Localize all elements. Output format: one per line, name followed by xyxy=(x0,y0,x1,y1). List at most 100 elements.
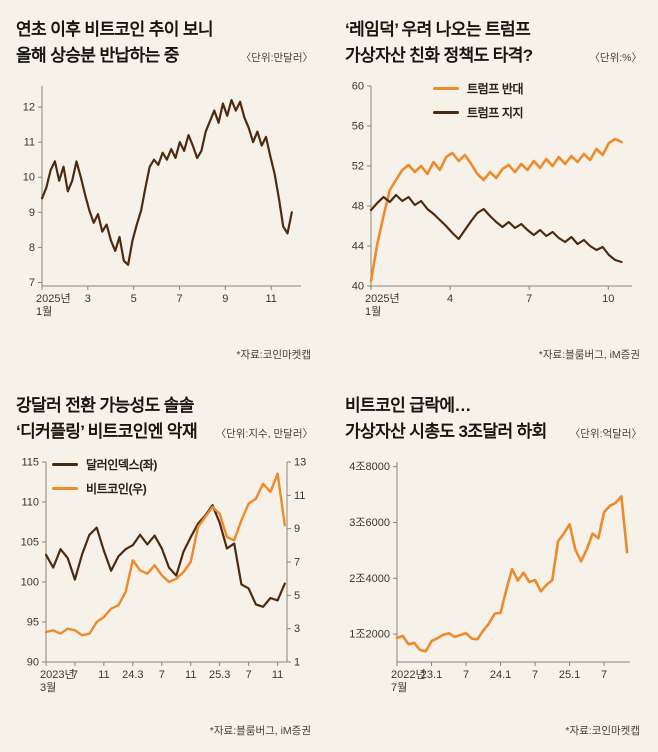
svg-text:11: 11 xyxy=(294,490,305,502)
svg-text:110: 110 xyxy=(21,497,39,509)
title-line-1: ‘레임덕’ 우려 나오는 트럼프 xyxy=(345,20,531,39)
legend-swatch-brown xyxy=(52,462,78,467)
svg-text:11: 11 xyxy=(24,137,35,149)
svg-text:7: 7 xyxy=(463,669,469,681)
title-line-1: 비트코인 급락에… xyxy=(345,396,471,415)
panel-crypto-marketcap: 비트코인 급락에… 가상자산 시총도 3조달러 하회 〈단위:억달러〉 1조20… xyxy=(329,376,658,752)
legend-item-oppose: 트럼프 반대 xyxy=(433,80,524,97)
svg-text:2조4000: 2조4000 xyxy=(349,573,390,585)
svg-text:9: 9 xyxy=(29,207,35,219)
chart-legend: 트럼프 반대 트럼프 지지 xyxy=(433,80,524,121)
panel-trump-approval: ‘레임덕’ 우려 나오는 트럼프 가상자산 친화 정책도 타격? 〈단위:%〉 … xyxy=(329,0,658,376)
svg-text:7: 7 xyxy=(176,293,182,305)
svg-text:24.1: 24.1 xyxy=(490,669,511,681)
svg-text:5: 5 xyxy=(131,293,137,305)
panel-header: 강달러 전환 가능성도 솔솔 ‘디커플링’ 비트코인엔 악재 〈단위:지수, 만… xyxy=(16,392,313,444)
svg-text:56: 56 xyxy=(352,121,364,133)
unit-label: 〈단위:%〉 xyxy=(589,52,642,64)
svg-text:7: 7 xyxy=(526,293,532,305)
svg-text:7: 7 xyxy=(29,277,35,289)
svg-text:11: 11 xyxy=(98,669,109,681)
svg-text:90: 90 xyxy=(27,657,39,669)
title-line-1: 강달러 전환 가능성도 솔솔 xyxy=(16,396,194,415)
panel-header: 비트코인 급락에… 가상자산 시총도 3조달러 하회 〈단위:억달러〉 xyxy=(345,392,642,444)
svg-text:40: 40 xyxy=(352,281,364,293)
title-line-2: 가상자산 시총도 3조달러 하회 xyxy=(345,421,547,441)
legend-swatch-brown xyxy=(433,110,459,115)
source-label: *자료:블룸버그, iM증권 xyxy=(538,349,640,361)
svg-text:11: 11 xyxy=(185,669,196,681)
svg-text:7: 7 xyxy=(532,669,538,681)
legend-item-bitcoin: 비트코인(우) xyxy=(52,480,157,497)
svg-text:9: 9 xyxy=(222,293,228,305)
legend-label: 트럼프 반대 xyxy=(467,82,524,96)
chart-legend: 달러인덱스(좌) 비트코인(우) xyxy=(52,456,157,497)
legend-item-dollar-index: 달러인덱스(좌) xyxy=(52,456,157,473)
svg-text:8: 8 xyxy=(29,242,35,254)
trump-approval-line-chart: 40 44 48 52 56 60 2025년 1월 4 7 10 xyxy=(352,81,632,318)
svg-text:48: 48 xyxy=(352,201,364,213)
svg-text:3: 3 xyxy=(294,623,300,635)
chart-area: 90 95 100 105 110 115 1 3 5 7 9 11 13 2023년 3월 7 11 24.3 7… xyxy=(16,452,313,698)
svg-text:12: 12 xyxy=(23,102,35,114)
panel-title: 비트코인 급락에… 가상자산 시총도 3조달러 하회 xyxy=(345,393,547,444)
svg-text:1: 1 xyxy=(294,657,300,669)
panel-bitcoin-2025: 연초 이후 비트코인 추이 보니 올해 상승분 반납하는 중 〈단위:만달러〉 … xyxy=(0,0,329,376)
svg-text:3조6000: 3조6000 xyxy=(349,517,390,529)
svg-text:7: 7 xyxy=(159,669,165,681)
panel-dollar-vs-bitcoin: 강달러 전환 가능성도 솔솔 ‘디커플링’ 비트코인엔 악재 〈단위:지수, 만… xyxy=(0,376,329,752)
svg-text:44: 44 xyxy=(352,241,364,253)
legend-label: 달러인덱스(좌) xyxy=(86,458,158,472)
panel-title: ‘레임덕’ 우려 나오는 트럼프 가상자산 친화 정책도 타격? xyxy=(345,17,533,68)
panel-header: 연초 이후 비트코인 추이 보니 올해 상승분 반납하는 중 〈단위:만달러〉 xyxy=(16,16,313,68)
legend-label: 비트코인(우) xyxy=(86,482,147,496)
chart-area: 7 8 9 10 11 12 2025년 1월 3 5 7 9 11 xyxy=(16,76,313,322)
legend-label: 트럼프 지지 xyxy=(467,106,524,120)
svg-text:13: 13 xyxy=(294,457,306,469)
title-line-2: ‘디커플링’ 비트코인엔 악재 xyxy=(16,421,198,441)
bitcoin-2025-line-chart: 7 8 9 10 11 12 2025년 1월 3 5 7 9 11 xyxy=(23,86,301,318)
svg-text:10: 10 xyxy=(602,293,614,305)
svg-text:10: 10 xyxy=(23,172,35,184)
svg-text:25.3: 25.3 xyxy=(209,669,230,681)
svg-text:7: 7 xyxy=(294,557,300,569)
svg-text:105: 105 xyxy=(21,537,39,549)
svg-text:7: 7 xyxy=(601,669,607,681)
svg-text:11: 11 xyxy=(265,293,276,305)
source-label: *자료:코인마켓캡 xyxy=(236,349,311,361)
svg-text:25.1: 25.1 xyxy=(559,669,580,681)
svg-text:1조2000: 1조2000 xyxy=(349,629,390,641)
svg-text:9: 9 xyxy=(294,523,300,535)
svg-text:7: 7 xyxy=(246,669,252,681)
svg-text:23.1: 23.1 xyxy=(421,669,442,681)
unit-label: 〈단위:만달러〉 xyxy=(240,52,313,64)
title-line-2: 가상자산 친화 정책도 타격? xyxy=(345,45,533,65)
source-label: *자료:코인마켓캡 xyxy=(565,725,640,737)
panel-title: 연초 이후 비트코인 추이 보니 올해 상승분 반납하는 중 xyxy=(16,17,214,68)
panel-header: ‘레임덕’ 우려 나오는 트럼프 가상자산 친화 정책도 타격? 〈단위:%〉 xyxy=(345,16,642,68)
svg-text:52: 52 xyxy=(352,161,364,173)
svg-text:7: 7 xyxy=(72,669,78,681)
unit-label: 〈단위:억달러〉 xyxy=(569,428,642,440)
title-line-1: 연초 이후 비트코인 추이 보니 xyxy=(16,20,214,39)
panel-title: 강달러 전환 가능성도 솔솔 ‘디커플링’ 비트코인엔 악재 xyxy=(16,393,198,444)
svg-text:100: 100 xyxy=(21,577,39,589)
svg-text:60: 60 xyxy=(352,81,364,93)
title-line-2: 올해 상승분 반납하는 중 xyxy=(16,45,179,65)
legend-item-support: 트럼프 지지 xyxy=(433,104,524,121)
chart-area: 1조2000 2조4000 3조6000 4조8000 2022년 7월 23.1 7 24.1… xyxy=(345,452,642,698)
svg-text:95: 95 xyxy=(27,617,39,629)
svg-text:5: 5 xyxy=(294,590,300,602)
unit-label: 〈단위:지수, 만달러〉 xyxy=(215,428,313,440)
svg-text:4조8000: 4조8000 xyxy=(349,461,390,473)
chart-area: 40 44 48 52 56 60 2025년 1월 4 7 10 트럼프 반대 트럼프 지지 xyxy=(345,76,642,322)
legend-swatch-orange xyxy=(433,86,459,91)
source-label: *자료:블룸버그, iM증권 xyxy=(209,725,311,737)
